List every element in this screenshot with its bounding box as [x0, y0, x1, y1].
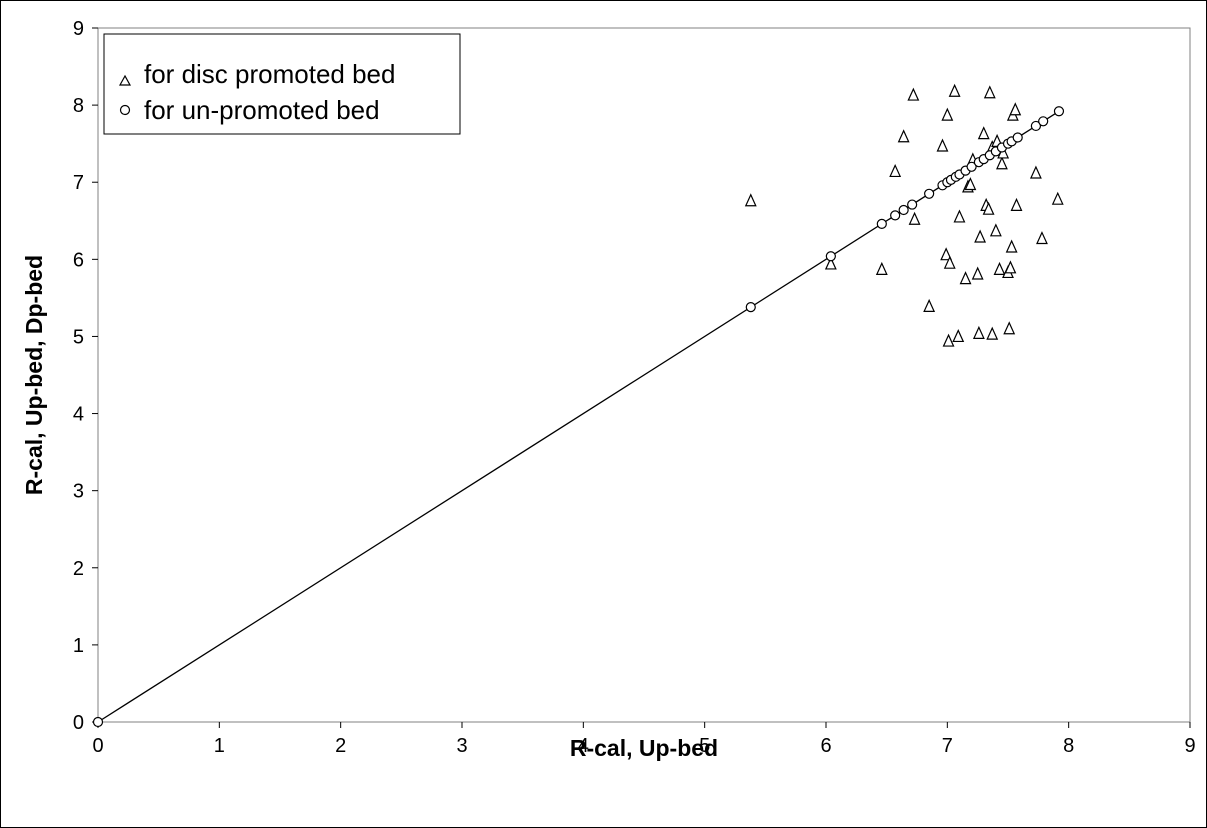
y-tick-label: 4 [73, 404, 84, 426]
y-tick-label: 6 [73, 249, 84, 271]
disc-promoted-point [953, 209, 966, 223]
tick-labels: 0 1 2 3 4 5 6 7 8 9 0 1 2 3 4 5 6 7 8 9 [73, 18, 1196, 757]
y-tick-label: 7 [73, 172, 84, 194]
unpromoted-point [1053, 106, 1065, 117]
unpromoted-point [825, 251, 836, 262]
unpromoted-point [1030, 120, 1042, 132]
unpromoted-point [876, 218, 887, 229]
legend-label-unpromoted: for un-promoted bed [144, 95, 380, 125]
x-tick-label: 8 [1063, 735, 1074, 757]
legend-triangle-icon [118, 74, 132, 86]
y-tick-label: 8 [73, 95, 84, 117]
unpromoted-point [92, 716, 104, 728]
disc-promoted-point [1003, 321, 1016, 335]
x-axis-title: R-cal, Up-bed [570, 735, 718, 761]
unpromoted-point [890, 210, 901, 221]
y-tick-label: 0 [73, 712, 84, 734]
disc-promoted-point [824, 256, 837, 270]
disc-promoted-point [1010, 197, 1023, 211]
unpromoted-point [898, 204, 909, 216]
disc-promoted-point [982, 201, 995, 215]
y-tick-label: 3 [73, 481, 84, 503]
disc-promoted-point [1029, 165, 1042, 179]
disc-promoted-point [948, 83, 961, 97]
y-tick-label: 5 [73, 326, 84, 348]
unpromoted-point [966, 161, 977, 172]
x-tick-label: 7 [942, 735, 953, 757]
disc-promoted-point [943, 255, 956, 269]
disc-promoted-point [974, 229, 987, 243]
unpromoted-point [1012, 132, 1023, 143]
disc-promoted-point [1036, 231, 1048, 245]
disc-promoted-point [889, 163, 902, 178]
disc-promoted-point [897, 129, 910, 143]
disc-promoted-point [936, 138, 949, 152]
disc-promoted-point [1005, 239, 1018, 253]
disc-promoted-point [941, 107, 954, 121]
unpromoted-point [745, 302, 756, 313]
disc-promoted-point [1009, 102, 1022, 116]
disc-promoted-point [959, 271, 972, 285]
disc-promoted-point [923, 298, 936, 312]
unpromoted-point [1038, 116, 1049, 127]
x-tick-label: 5 [699, 735, 710, 757]
x-tick-label: 0 [92, 735, 103, 757]
disc-promoted-point [977, 126, 990, 140]
disc-promoted-point [972, 325, 985, 339]
disc-promoted-point [986, 326, 999, 340]
disc-promoted-point [875, 261, 888, 275]
legend-circle-icon [119, 104, 131, 116]
x-tick-label: 6 [820, 735, 831, 757]
disc-promoted-point [989, 223, 1002, 237]
disc-promoted-point [744, 193, 757, 207]
disc-promoted-point [940, 247, 953, 261]
x-tick-label: 9 [1184, 735, 1195, 757]
y-axis-title: R-cal, Up-bed, Dp-bed [21, 255, 47, 495]
disc-promoted-point [908, 211, 921, 225]
disc-promoted-point [907, 87, 920, 101]
disc-promoted-point [964, 177, 977, 191]
x-tick-label: 3 [456, 735, 467, 757]
disc-promoted-point [971, 266, 984, 280]
x-tick-label: 1 [214, 735, 225, 757]
y-tick-label: 1 [73, 635, 84, 657]
legend-box [103, 33, 461, 135]
disc-promoted-point [1004, 260, 1017, 274]
y-tick-label: 2 [73, 558, 84, 580]
x-tick-label: 4 [578, 735, 589, 757]
unpromoted-point [924, 188, 935, 199]
axis-ticks [92, 27, 1191, 728]
legend: for disc promoted bed for un-promoted be… [103, 33, 461, 135]
disc-promoted-point [983, 85, 996, 99]
legend-label-disc: for disc promoted bed [144, 59, 395, 89]
x-tick-label: 2 [335, 735, 346, 757]
unpromoted-point [907, 199, 918, 210]
data-points [92, 83, 1065, 728]
disc-promoted-point [996, 156, 1008, 170]
disc-promoted-point [1051, 191, 1064, 205]
disc-promoted-point [942, 333, 955, 347]
disc-promoted-point [952, 328, 965, 343]
disc-promoted-point [993, 261, 1006, 275]
y-tick-label: 9 [73, 18, 84, 40]
